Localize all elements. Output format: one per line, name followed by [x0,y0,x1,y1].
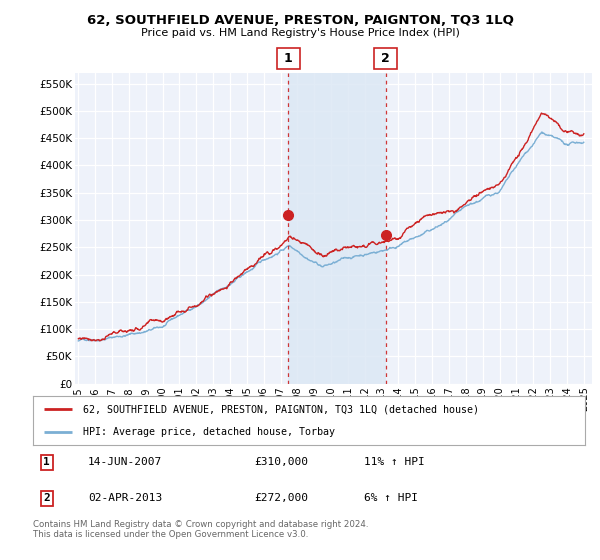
Text: HPI: Average price, detached house, Torbay: HPI: Average price, detached house, Torb… [83,427,335,437]
Text: 62, SOUTHFIELD AVENUE, PRESTON, PAIGNTON, TQ3 1LQ: 62, SOUTHFIELD AVENUE, PRESTON, PAIGNTON… [86,14,514,27]
Text: 1: 1 [43,457,50,467]
Text: £272,000: £272,000 [254,493,308,503]
Text: £310,000: £310,000 [254,457,308,467]
Text: 62, SOUTHFIELD AVENUE, PRESTON, PAIGNTON, TQ3 1LQ (detached house): 62, SOUTHFIELD AVENUE, PRESTON, PAIGNTON… [83,404,479,414]
Text: 2: 2 [43,493,50,503]
Text: 2: 2 [382,52,390,66]
Text: 14-JUN-2007: 14-JUN-2007 [88,457,163,467]
Text: Price paid vs. HM Land Registry's House Price Index (HPI): Price paid vs. HM Land Registry's House … [140,28,460,38]
Text: 1: 1 [284,52,292,66]
Text: 02-APR-2013: 02-APR-2013 [88,493,163,503]
Text: 11% ↑ HPI: 11% ↑ HPI [364,457,425,467]
Bar [288,73,386,384]
Text: 6% ↑ HPI: 6% ↑ HPI [364,493,418,503]
Text: Contains HM Land Registry data © Crown copyright and database right 2024.
This d: Contains HM Land Registry data © Crown c… [33,520,368,539]
